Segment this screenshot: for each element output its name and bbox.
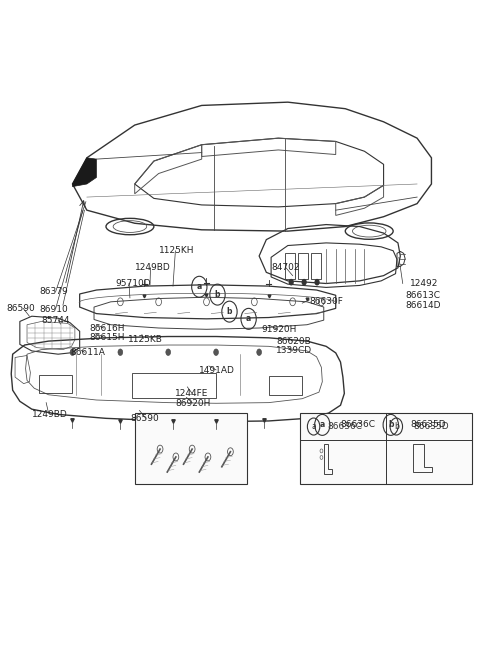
Text: 86379: 86379 xyxy=(39,287,68,297)
Text: a: a xyxy=(197,282,202,291)
Bar xyxy=(312,253,321,279)
Text: 86590: 86590 xyxy=(130,414,159,423)
Text: 86590: 86590 xyxy=(6,304,35,313)
Text: b: b xyxy=(215,290,220,299)
Polygon shape xyxy=(72,158,96,186)
Text: 1249BD: 1249BD xyxy=(32,410,68,419)
Text: 85744: 85744 xyxy=(41,316,70,325)
Text: 86620B: 86620B xyxy=(276,337,311,346)
Text: 1125KH: 1125KH xyxy=(158,246,194,255)
Text: 86611A: 86611A xyxy=(70,348,105,358)
Bar xyxy=(132,373,216,398)
Text: 86616H: 86616H xyxy=(89,323,125,333)
Text: 95710D: 95710D xyxy=(116,279,151,288)
Text: 86613C: 86613C xyxy=(405,291,440,300)
Text: 1244FE: 1244FE xyxy=(175,389,209,398)
Text: 12492: 12492 xyxy=(410,279,438,288)
Text: a: a xyxy=(246,314,251,323)
Circle shape xyxy=(166,349,170,356)
Text: 1249BD: 1249BD xyxy=(135,263,170,272)
Bar xyxy=(39,375,72,394)
Text: 91920H: 91920H xyxy=(262,325,297,334)
Bar xyxy=(269,377,302,395)
Text: 1339CD: 1339CD xyxy=(276,346,312,356)
Text: b: b xyxy=(394,422,399,431)
Text: 86614D: 86614D xyxy=(405,301,441,310)
Circle shape xyxy=(289,279,293,285)
Text: b: b xyxy=(227,307,232,316)
Text: 86636C: 86636C xyxy=(327,422,362,431)
Circle shape xyxy=(302,279,306,285)
Circle shape xyxy=(70,349,75,356)
Circle shape xyxy=(257,349,262,356)
Text: b: b xyxy=(388,420,394,430)
Text: 86615H: 86615H xyxy=(89,333,125,342)
Bar xyxy=(135,413,247,483)
Bar xyxy=(299,253,308,279)
Text: 86635D: 86635D xyxy=(413,422,449,431)
Circle shape xyxy=(315,279,319,285)
Text: 1125KB: 1125KB xyxy=(128,335,162,344)
Circle shape xyxy=(214,349,218,356)
Circle shape xyxy=(118,349,123,356)
Text: 1491AD: 1491AD xyxy=(199,366,235,375)
Bar xyxy=(286,253,295,279)
Text: 86920H: 86920H xyxy=(175,399,211,408)
Bar xyxy=(300,413,472,483)
Text: 86630F: 86630F xyxy=(310,297,343,306)
Text: 86635D: 86635D xyxy=(410,420,445,430)
Text: 86910: 86910 xyxy=(39,305,68,314)
Text: 86636C: 86636C xyxy=(340,420,375,430)
Text: 84702: 84702 xyxy=(271,263,300,272)
Text: a: a xyxy=(320,420,325,430)
Text: a: a xyxy=(311,422,316,431)
